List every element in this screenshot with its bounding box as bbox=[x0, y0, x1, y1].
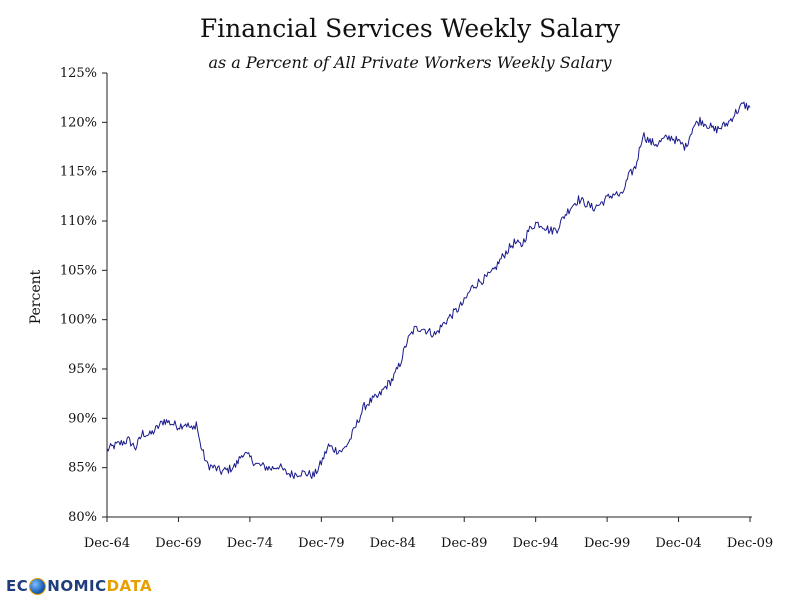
x-tick-label: Dec-04 bbox=[655, 536, 701, 551]
y-axis-ticks: 80% 85% 90% 95% 100% 105% 110% 115% 120% 125% bbox=[60, 66, 107, 525]
x-tick-label: Dec-09 bbox=[727, 536, 773, 551]
x-tick-label: Dec-64 bbox=[84, 536, 130, 551]
series-line bbox=[106, 101, 751, 480]
logo-text-nomic: NOMIC bbox=[47, 577, 107, 595]
y-tick-label: 80% bbox=[68, 510, 97, 525]
chart-title: Financial Services Weekly Salary bbox=[199, 14, 621, 43]
y-tick-label: 95% bbox=[68, 362, 97, 377]
x-tick-label: Dec-99 bbox=[584, 536, 630, 551]
globe-icon bbox=[29, 577, 47, 595]
y-tick-label: 110% bbox=[60, 214, 97, 229]
logo-text-ec: EC bbox=[6, 577, 29, 595]
economicdata-logo: EC NOMIC DATA bbox=[6, 575, 152, 597]
x-axis-ticks: Dec-64 Dec-69 Dec-74 Dec-79 Dec-84 Dec-89 Dec-… bbox=[84, 517, 773, 551]
x-tick-label: Dec-79 bbox=[298, 536, 344, 551]
x-tick-label: Dec-89 bbox=[441, 536, 487, 551]
chart-subtitle: as a Percent of All Private Workers Week… bbox=[208, 53, 612, 72]
y-tick-label: 125% bbox=[60, 66, 97, 81]
y-tick-label: 90% bbox=[68, 411, 97, 426]
y-axis-title: Percent bbox=[28, 269, 44, 324]
logo-text-data: DATA bbox=[106, 577, 153, 595]
y-tick-label: 100% bbox=[60, 313, 97, 328]
x-tick-label: Dec-69 bbox=[155, 536, 201, 551]
x-tick-label: Dec-94 bbox=[512, 536, 558, 551]
y-tick-label: 115% bbox=[60, 165, 97, 180]
y-tick-label: 120% bbox=[60, 115, 97, 130]
x-tick-label: Dec-84 bbox=[370, 536, 416, 551]
y-tick-label: 85% bbox=[68, 461, 97, 476]
x-tick-label: Dec-74 bbox=[227, 536, 273, 551]
series-layer bbox=[106, 101, 751, 480]
chart-axes bbox=[106, 73, 752, 518]
y-tick-label: 105% bbox=[60, 263, 97, 278]
